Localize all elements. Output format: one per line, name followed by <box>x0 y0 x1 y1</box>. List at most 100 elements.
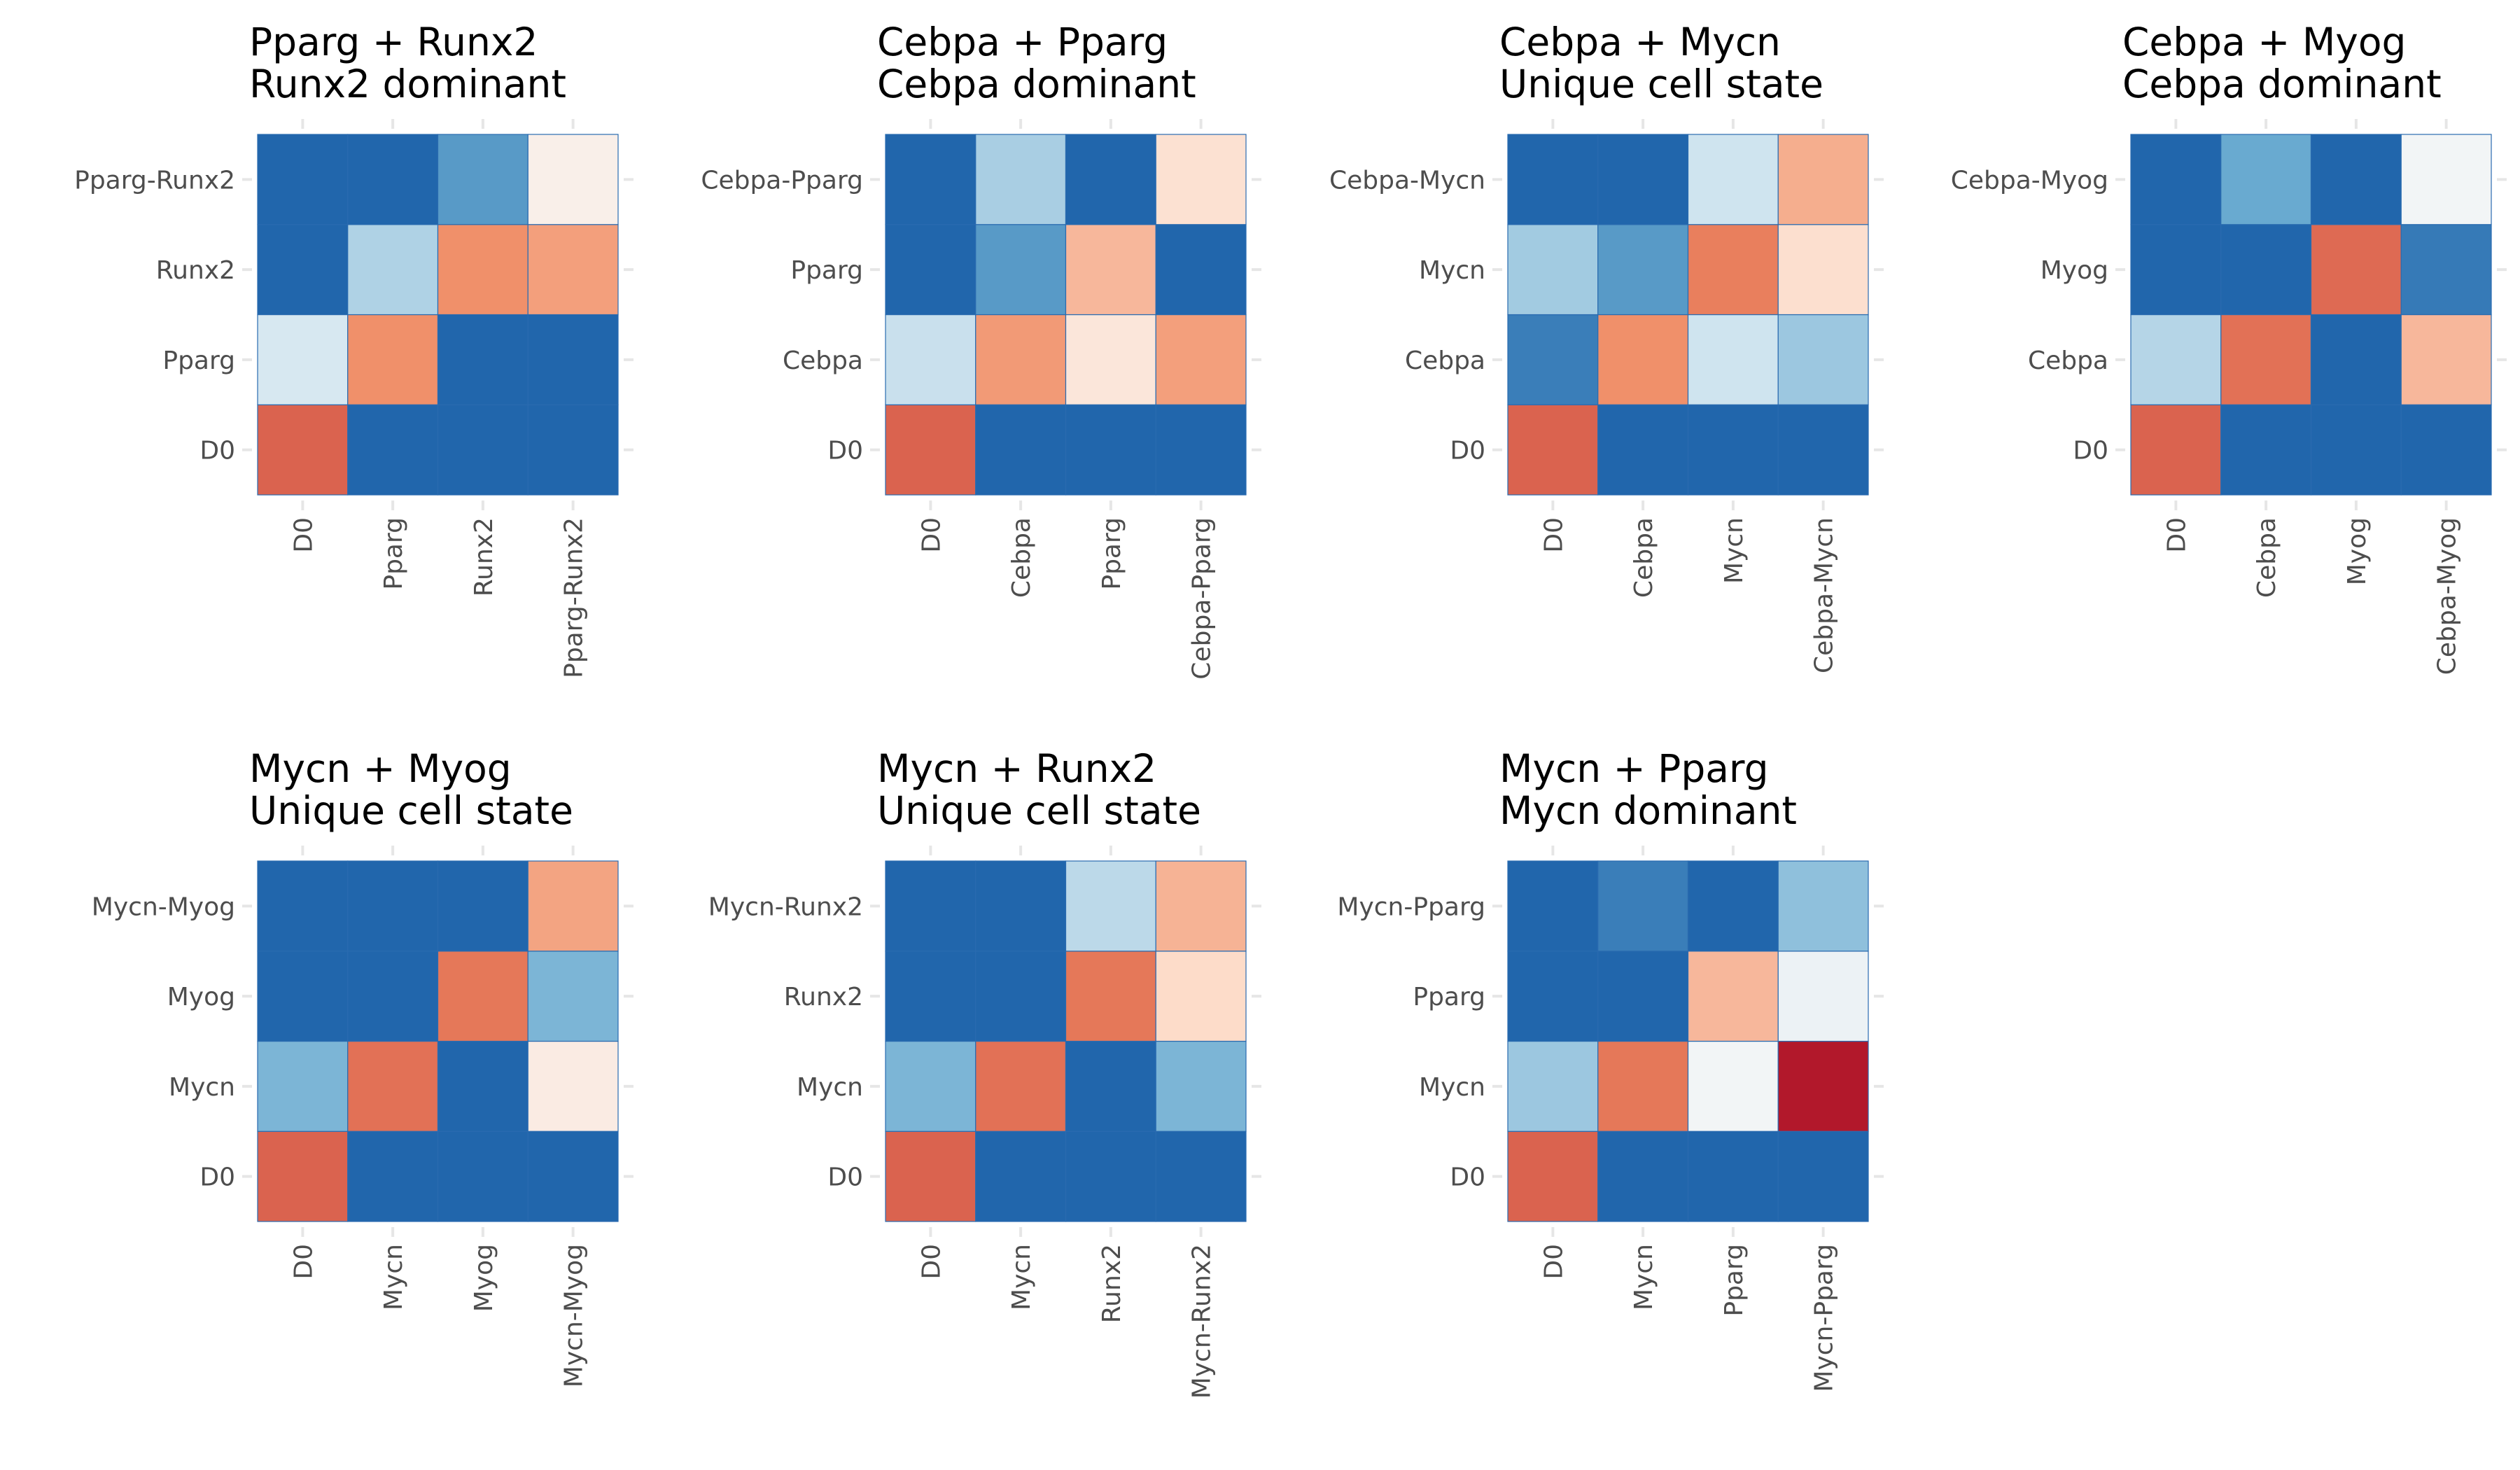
heatmap-cell <box>1155 951 1247 1042</box>
heatmap-cell <box>2220 224 2312 316</box>
heatmap-cell <box>2220 404 2312 496</box>
panel-subtitle: Unique cell state <box>1499 62 1823 106</box>
heatmap-cell <box>1777 224 1869 316</box>
y-tick-label: Runx2 <box>156 256 235 285</box>
heatmap-cell <box>1687 860 1779 952</box>
heatmap-cell <box>1777 134 1869 225</box>
panel-title: Cebpa + Pparg <box>877 20 1168 64</box>
x-tick-label: Cebpa <box>1007 517 1036 598</box>
panel-title: Cebpa + Mycn <box>1499 20 1781 64</box>
heatmap-cell <box>1507 860 1599 952</box>
heatmap-cell <box>2400 404 2492 496</box>
heatmap-cell <box>975 951 1067 1042</box>
y-tick-label: Runx2 <box>784 983 863 1011</box>
heatmap-cell <box>885 860 976 952</box>
heatmap-cell <box>1687 134 1779 225</box>
heatmap-cell <box>1155 404 1247 496</box>
y-tick-label: Pparg <box>162 346 235 375</box>
heatmap-cell <box>975 314 1067 405</box>
heatmap-cell <box>885 134 976 225</box>
heatmap-cell <box>1597 1130 1689 1222</box>
heatmap-cell <box>257 951 349 1042</box>
panel-title: Mycn + Runx2 <box>877 746 1156 791</box>
heatmap-cell <box>437 1130 528 1222</box>
heatmap-cell <box>885 224 976 316</box>
heatmap-cell <box>257 1130 349 1222</box>
y-tick-label: Pparg <box>1413 983 1485 1011</box>
x-tick-label: Runx2 <box>470 517 498 596</box>
x-tick-label: Pparg <box>379 517 408 590</box>
heatmap-cell <box>527 1130 619 1222</box>
heatmap-cell <box>437 1040 528 1132</box>
x-tick-label: Cebpa-Mycn <box>1810 517 1839 673</box>
heatmap-cell <box>2220 314 2312 405</box>
x-tick-label: D0 <box>917 1244 946 1280</box>
x-tick-label: Pparg-Runx2 <box>560 517 589 678</box>
x-tick-label: Mycn-Myog <box>560 1244 589 1387</box>
y-tick-label: D0 <box>2073 437 2108 465</box>
y-tick-label: Mycn <box>1419 256 1485 285</box>
heatmap-cell <box>1507 224 1599 316</box>
heatmap-cell <box>1507 1040 1599 1132</box>
x-tick-label: D0 <box>2162 517 2191 553</box>
y-tick-label: D0 <box>1450 1163 1485 1192</box>
heatmap-cell <box>2400 134 2492 225</box>
heatmap-cell <box>527 314 619 405</box>
panel-subtitle: Runx2 dominant <box>249 62 566 106</box>
heatmap-cell <box>347 951 439 1042</box>
heatmap-cell <box>2400 224 2492 316</box>
heatmap-cell <box>1155 134 1247 225</box>
y-tick-label: Mycn <box>1419 1073 1485 1102</box>
y-tick-label: Mycn-Pparg <box>1337 892 1485 921</box>
panel-subtitle: Cebpa dominant <box>2122 62 2442 106</box>
heatmap-cell <box>1687 314 1779 405</box>
x-tick-label: Mycn <box>1007 1244 1036 1310</box>
panel-title: Mycn + Myog <box>249 746 512 791</box>
heatmap-cell <box>527 951 619 1042</box>
heatmap-cell <box>347 314 439 405</box>
heatmap-cell <box>885 1040 976 1132</box>
x-tick-label: D0 <box>289 517 318 553</box>
heatmap-cell <box>2310 404 2402 496</box>
heatmap-cell <box>527 134 619 225</box>
heatmap-cell <box>1507 951 1599 1042</box>
heatmap-cell <box>885 951 976 1042</box>
y-tick-label: Mycn-Myog <box>92 892 235 921</box>
heatmap-cell <box>1065 1040 1156 1132</box>
y-tick-label: Mycn <box>797 1073 863 1102</box>
heatmap-cell <box>1597 224 1689 316</box>
x-tick-label: Cebpa <box>2253 517 2281 598</box>
y-tick-label: Cebpa <box>1405 346 1485 375</box>
y-tick-label: Mycn-Runx2 <box>708 892 863 921</box>
heatmap-cell <box>437 224 528 316</box>
heatmap-cell <box>1597 860 1689 952</box>
heatmap-cell <box>1777 1130 1869 1222</box>
heatmap-cell <box>1065 404 1156 496</box>
heatmap-cell <box>2310 224 2402 316</box>
x-tick-label: Cebpa-Myog <box>2433 517 2462 675</box>
heatmap-cell <box>1597 404 1689 496</box>
heatmap-cell <box>1777 1040 1869 1132</box>
x-tick-label: Myog <box>2343 517 2372 585</box>
x-tick-label: Mycn <box>379 1244 408 1310</box>
y-tick-label: D0 <box>200 1163 235 1192</box>
heatmap-cell <box>1597 1040 1689 1132</box>
heatmap-cell <box>1597 314 1689 405</box>
y-tick-label: Mycn <box>169 1073 235 1102</box>
heatmap-cell <box>437 314 528 405</box>
y-tick-label: Cebpa-Myog <box>1951 166 2108 195</box>
x-tick-label: D0 <box>1539 1244 1568 1280</box>
panel-subtitle: Mycn dominant <box>1499 788 1797 833</box>
heatmap-cell <box>1065 314 1156 405</box>
heatmap-cell <box>437 951 528 1042</box>
heatmap-cell <box>347 1130 439 1222</box>
heatmap-cell <box>1687 224 1779 316</box>
heatmap-cell <box>347 224 439 316</box>
heatmap-cell <box>1065 134 1156 225</box>
heatmap-cell <box>347 1040 439 1132</box>
heatmap-cell <box>1777 860 1869 952</box>
y-tick-label: Pparg <box>790 256 863 285</box>
